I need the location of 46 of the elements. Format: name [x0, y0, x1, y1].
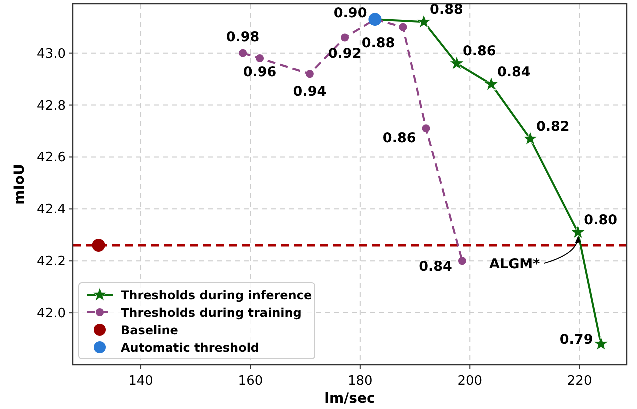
annotation: 0.88 [362, 35, 396, 52]
annotation: 0.98 [226, 29, 260, 46]
x-tick-label: 140 [128, 374, 154, 389]
y-tick-label: 42.0 [37, 306, 66, 322]
point [523, 131, 538, 146]
annotation: 0.84 [498, 64, 531, 81]
annotation: 0.86 [462, 44, 496, 60]
y-tick-label: 43.0 [37, 46, 66, 62]
y-tick-label: 42.8 [37, 98, 66, 114]
annotation: 0.86 [382, 130, 416, 147]
point [416, 14, 432, 28]
annotation: 0.79 [560, 332, 594, 348]
x-tick-label: 160 [238, 374, 264, 389]
y-axis-title: mIoU [12, 164, 28, 205]
point [594, 336, 609, 351]
point [341, 34, 350, 42]
point [458, 257, 466, 266]
point [306, 70, 314, 78]
y-tick-label: 42.4 [37, 202, 66, 218]
x-tick-label: 200 [458, 374, 483, 389]
annotation: 0.84 [419, 259, 452, 276]
annotation: ALGM* [490, 256, 540, 273]
annotation: 0.96 [243, 64, 277, 81]
legend-label: Thresholds during inference [121, 288, 312, 302]
point [92, 239, 106, 252]
annotation: 0.88 [430, 2, 464, 18]
point [450, 56, 464, 70]
annotation: 0.82 [536, 119, 570, 136]
annotation: 0.94 [293, 84, 327, 100]
point [239, 49, 248, 58]
y-tick-label: 42.6 [37, 150, 66, 166]
x-tick-label: 180 [348, 374, 373, 389]
point [422, 124, 430, 133]
point [256, 54, 264, 63]
x-axis-title: lm/sec [324, 391, 376, 407]
annotation: 0.90 [334, 6, 368, 22]
point [399, 23, 408, 32]
legend-label: Automatic threshold [121, 341, 260, 355]
x-tick-label: 220 [567, 374, 592, 389]
point [570, 224, 586, 239]
annotation: 0.92 [328, 46, 362, 62]
y-tick-label: 42.2 [37, 254, 66, 270]
legend-label: Thresholds during training [121, 306, 302, 320]
point [484, 76, 499, 91]
legend-label: Baseline [121, 324, 178, 338]
annotation: 0.80 [584, 212, 618, 229]
